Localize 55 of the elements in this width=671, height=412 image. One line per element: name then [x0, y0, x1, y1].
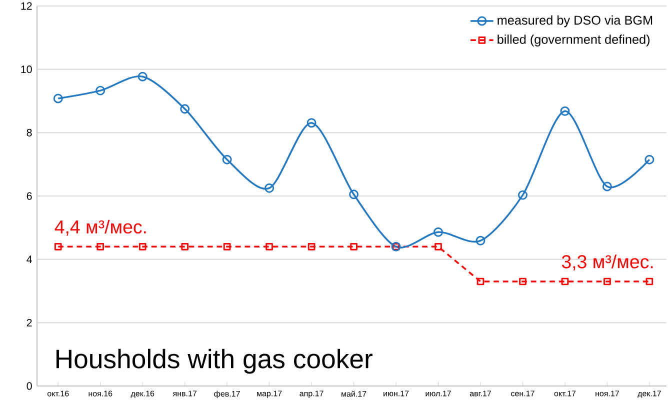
point — [266, 243, 273, 250]
x-tick-label: мар.17 — [257, 390, 282, 398]
x-tick-label: дек.16 — [130, 390, 154, 398]
y-tick-label: 12 — [21, 2, 32, 10]
point — [646, 278, 654, 286]
x-tick-label: июл.17 — [426, 390, 451, 396]
x-tick-label: сен.17 — [511, 390, 534, 396]
x-tick-label: янв.17 — [172, 390, 196, 396]
point — [604, 278, 611, 286]
point — [222, 154, 232, 164]
point — [54, 243, 62, 250]
point — [349, 190, 359, 200]
x-tick-label: ноя.17 — [596, 390, 619, 396]
y-tick-label: 2 — [26, 318, 32, 326]
point — [138, 72, 148, 82]
y-tick-label: 0 — [26, 382, 32, 390]
legend-label: measured by DSO via BGM — [498, 15, 652, 28]
point — [181, 243, 188, 250]
x-tick-label: апр.17 — [300, 390, 324, 398]
point — [264, 183, 274, 193]
point — [306, 118, 316, 128]
annotation: 4,4 м³/мес. — [54, 220, 146, 236]
annotation: 3,3 м³/мес. — [562, 254, 653, 271]
point — [180, 104, 190, 114]
point — [561, 278, 569, 286]
point — [518, 190, 528, 200]
legend-label: billed (government defined) — [498, 34, 650, 46]
point — [644, 154, 654, 164]
x-tick-label: окт.17 — [554, 390, 576, 396]
annotation: Housholds with gas cooker — [56, 348, 372, 374]
x-tick-label: авг.17 — [470, 390, 491, 396]
point — [223, 243, 231, 250]
point — [138, 243, 146, 250]
point — [476, 236, 486, 246]
point — [350, 243, 358, 250]
point — [96, 243, 104, 250]
point — [602, 182, 612, 192]
y-tick-label: 4 — [26, 256, 32, 263]
x-tick-label: фев.17 — [214, 390, 240, 398]
x-tick-label: май.17 — [342, 390, 366, 397]
point — [476, 278, 484, 286]
point — [560, 106, 570, 116]
point — [519, 278, 526, 286]
point — [434, 243, 442, 250]
x-tick-label: дек.17 — [638, 390, 661, 398]
point — [53, 94, 63, 104]
x-tick-label: окт.16 — [47, 390, 69, 396]
x-tick-label: июн.17 — [384, 390, 409, 396]
y-tick-label: 6 — [26, 192, 32, 200]
y-tick-label: 8 — [26, 128, 32, 136]
point — [434, 227, 443, 237]
point — [308, 243, 316, 250]
y-tick-label: 10 — [21, 66, 32, 74]
x-tick-label: ноя.16 — [88, 390, 112, 396]
point — [96, 86, 106, 96]
